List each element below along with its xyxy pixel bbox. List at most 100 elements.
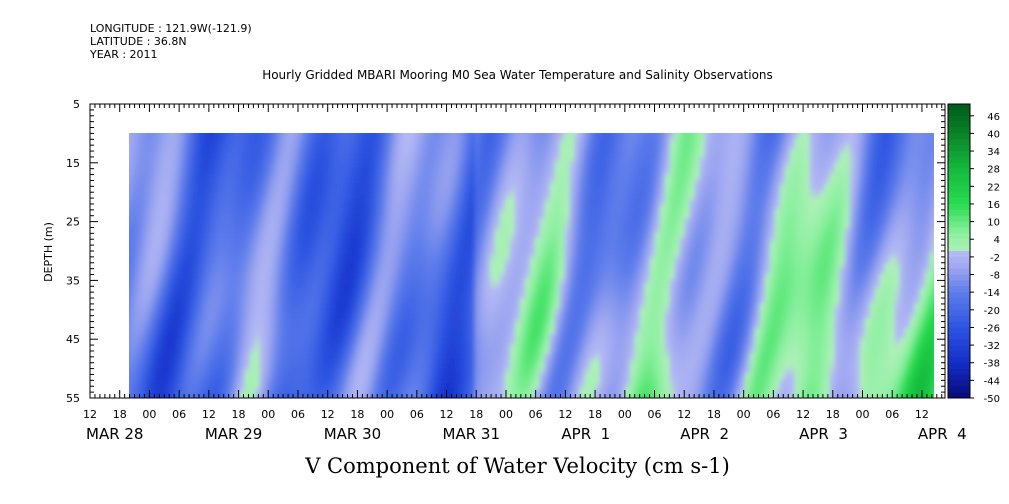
velocity-cell — [344, 343, 351, 350]
velocity-cell — [204, 158, 211, 165]
velocity-cell — [394, 273, 401, 280]
velocity-cell — [115, 343, 121, 349]
velocity-cell — [304, 308, 311, 315]
velocity-cell — [489, 143, 496, 150]
velocity-cell — [229, 243, 236, 250]
velocity-cell — [324, 353, 331, 360]
velocity-cell — [514, 333, 521, 340]
velocity-cell — [369, 243, 376, 250]
velocity-cell — [479, 258, 486, 265]
velocity-cell — [429, 243, 436, 250]
velocity-cell — [204, 323, 211, 330]
velocity-cell — [219, 303, 226, 310]
velocity-cell — [334, 143, 341, 150]
velocity-cell — [149, 323, 156, 330]
velocity-cell — [305, 398, 311, 404]
velocity-cell — [209, 218, 216, 225]
velocity-cell — [144, 243, 151, 250]
velocity-cell — [434, 323, 441, 330]
velocity-cell — [559, 208, 566, 215]
velocity-cell — [479, 298, 486, 305]
velocity-cell — [429, 313, 436, 320]
velocity-cell — [419, 358, 426, 365]
velocity-cell — [414, 203, 421, 210]
velocity-cell — [564, 148, 571, 155]
velocity-cell — [204, 198, 211, 205]
velocity-cell — [374, 218, 381, 225]
velocity-cell — [324, 253, 331, 260]
velocity-cell — [414, 143, 421, 150]
velocity-cell — [159, 198, 166, 205]
velocity-cell — [434, 193, 441, 200]
velocity-cell — [234, 188, 241, 195]
velocity-cell — [149, 213, 156, 220]
velocity-cell — [144, 238, 151, 245]
velocity-cell — [189, 198, 196, 205]
velocity-cell — [294, 248, 301, 255]
velocity-cell — [359, 313, 366, 320]
velocity-cell — [414, 373, 421, 380]
velocity-cell — [504, 373, 511, 380]
velocity-cell — [439, 333, 446, 340]
velocity-cell — [314, 208, 321, 215]
velocity-cell — [424, 373, 431, 380]
velocity-cell — [489, 348, 496, 355]
velocity-cell — [484, 348, 491, 355]
velocity-cell — [274, 373, 281, 380]
velocity-cell — [349, 213, 356, 220]
velocity-cell — [474, 268, 481, 275]
velocity-cell — [344, 163, 351, 170]
velocity-cell — [419, 168, 426, 175]
velocity-cell — [144, 223, 151, 230]
velocity-cell — [359, 363, 366, 370]
velocity-cell — [459, 333, 466, 340]
velocity-cell — [559, 188, 566, 195]
velocity-cell — [159, 188, 166, 195]
velocity-cell — [474, 243, 481, 250]
velocity-cell — [319, 383, 326, 390]
velocity-cell — [404, 333, 411, 340]
velocity-cell — [254, 263, 261, 270]
velocity-cell — [459, 153, 466, 160]
velocity-cell — [449, 273, 456, 280]
velocity-cell — [349, 208, 356, 215]
velocity-cell — [319, 268, 326, 275]
velocity-cell — [399, 148, 406, 155]
velocity-cell — [504, 243, 511, 250]
velocity-cell — [184, 223, 191, 230]
velocity-cell — [309, 353, 316, 360]
velocity-cell — [214, 288, 221, 295]
velocity-cell — [284, 278, 291, 285]
velocity-cell — [324, 318, 331, 325]
velocity-cell — [115, 243, 121, 249]
velocity-cell — [149, 208, 156, 215]
velocity-cell — [189, 268, 196, 275]
velocity-cell — [115, 378, 121, 384]
velocity-cell — [439, 308, 446, 315]
velocity-cell — [524, 303, 531, 310]
velocity-cell — [120, 318, 126, 324]
velocity-cell — [489, 323, 496, 330]
velocity-cell — [414, 188, 421, 195]
velocity-cell — [444, 168, 451, 175]
velocity-cell — [284, 323, 291, 330]
velocity-cell — [179, 323, 186, 330]
velocity-cell — [374, 308, 381, 315]
velocity-cell — [164, 143, 171, 150]
velocity-cell — [359, 158, 366, 165]
velocity-cell — [334, 323, 341, 330]
velocity-cell — [289, 353, 296, 360]
velocity-cell — [154, 173, 161, 180]
velocity-cell — [239, 248, 246, 255]
velocity-cell — [209, 238, 216, 245]
velocity-cell — [249, 158, 256, 165]
velocity-cell — [234, 333, 241, 340]
velocity-cell — [169, 223, 176, 230]
velocity-cell — [149, 238, 156, 245]
velocity-cell — [159, 258, 166, 265]
velocity-cell — [199, 143, 206, 150]
velocity-cell — [120, 378, 126, 384]
velocity-cell — [120, 283, 126, 289]
velocity-cell — [244, 278, 251, 285]
velocity-cell — [489, 138, 496, 145]
